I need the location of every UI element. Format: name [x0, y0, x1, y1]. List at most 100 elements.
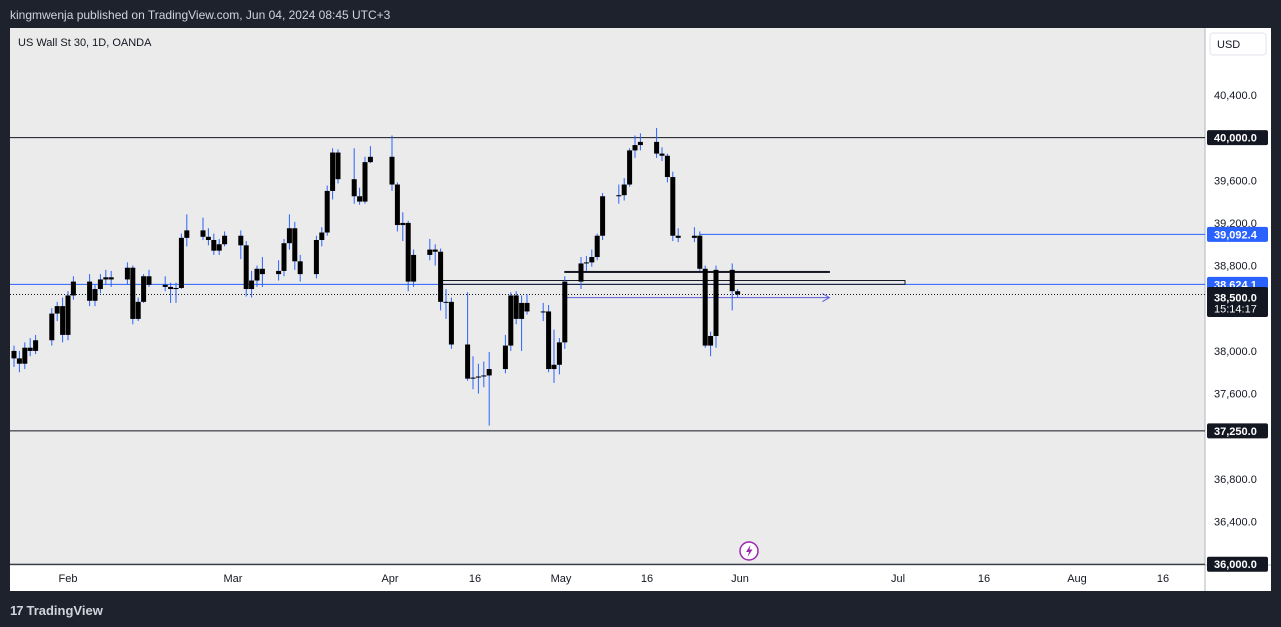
candle[interactable] [141, 274, 147, 303]
candle[interactable] [357, 187, 363, 205]
candle[interactable] [54, 301, 60, 322]
candle[interactable] [173, 282, 179, 303]
event-icon[interactable] [739, 541, 759, 561]
candle[interactable] [702, 265, 708, 348]
candle[interactable] [589, 249, 595, 267]
candle[interactable] [222, 231, 228, 247]
candle[interactable] [594, 233, 600, 261]
candle[interactable] [562, 276, 568, 349]
candle[interactable] [583, 255, 589, 271]
candle[interactable] [124, 262, 130, 285]
candle[interactable] [691, 227, 697, 243]
candle[interactable] [659, 147, 665, 162]
candle[interactable] [33, 334, 39, 355]
candle[interactable] [27, 338, 33, 357]
candle[interactable] [97, 274, 103, 294]
candle[interactable] [670, 171, 676, 242]
candle[interactable] [697, 231, 703, 271]
candle[interactable] [448, 297, 454, 349]
candle[interactable] [713, 265, 719, 348]
candle[interactable] [578, 257, 584, 290]
candle[interactable] [502, 334, 508, 374]
candle[interactable] [319, 227, 325, 247]
candle[interactable] [335, 149, 341, 184]
candle[interactable] [508, 292, 514, 351]
candle[interactable] [405, 220, 411, 292]
candle[interactable] [292, 221, 298, 270]
projection-arrow[interactable] [564, 293, 831, 303]
candle[interactable] [238, 230, 244, 260]
candle[interactable] [254, 265, 260, 287]
candle[interactable] [729, 263, 735, 311]
candle[interactable] [243, 241, 249, 297]
candle[interactable] [632, 135, 638, 158]
candle[interactable] [513, 291, 519, 325]
candle[interactable] [367, 146, 373, 164]
tradingview-logo[interactable]: 17 TradingView [10, 603, 103, 618]
candle[interactable] [70, 276, 76, 300]
candle[interactable] [87, 274, 93, 307]
candle[interactable] [362, 156, 368, 204]
candle[interactable] [108, 270, 114, 287]
candle[interactable] [394, 182, 400, 232]
candle[interactable] [438, 248, 444, 311]
candle[interactable] [400, 212, 406, 242]
candle[interactable] [211, 233, 217, 255]
candle[interactable] [103, 269, 109, 285]
candle[interactable] [281, 238, 287, 277]
candle[interactable] [22, 342, 28, 370]
candle[interactable] [276, 260, 282, 281]
candle[interactable] [524, 294, 530, 315]
candle[interactable] [168, 282, 174, 303]
candle[interactable] [313, 235, 319, 279]
candle[interactable] [432, 244, 438, 266]
candle[interactable] [60, 297, 66, 343]
candle[interactable] [146, 269, 152, 287]
candle[interactable] [297, 254, 303, 282]
candle[interactable] [92, 284, 98, 307]
candle[interactable] [389, 135, 395, 191]
candle[interactable] [519, 295, 525, 351]
candle[interactable] [11, 345, 17, 367]
candle[interactable] [600, 193, 606, 240]
candle[interactable] [130, 265, 136, 325]
candle[interactable] [65, 291, 71, 341]
candle[interactable] [178, 233, 184, 290]
candle[interactable] [551, 329, 557, 383]
candle[interactable] [184, 214, 190, 247]
candle[interactable] [654, 128, 660, 158]
candle[interactable] [443, 289, 449, 319]
candle[interactable] [216, 238, 222, 255]
candle[interactable] [135, 297, 141, 322]
candle[interactable] [16, 350, 22, 373]
candle[interactable] [556, 338, 562, 375]
candle[interactable] [546, 305, 552, 373]
candle[interactable] [675, 228, 681, 243]
candle[interactable] [616, 184, 622, 204]
zone-rectangle-1[interactable] [564, 270, 830, 273]
candle[interactable] [540, 302, 546, 322]
candle[interactable] [735, 289, 741, 298]
candle[interactable] [481, 361, 487, 388]
candle[interactable] [664, 153, 670, 183]
currency-button[interactable]: USD [1209, 32, 1267, 56]
candle[interactable] [627, 148, 633, 187]
candle[interactable] [637, 133, 643, 151]
candle[interactable] [351, 148, 357, 204]
candle[interactable] [475, 363, 481, 394]
candle[interactable] [286, 214, 292, 250]
candle[interactable] [205, 228, 211, 246]
candle[interactable] [411, 249, 417, 287]
candle[interactable] [162, 276, 168, 292]
candle[interactable] [249, 270, 255, 298]
candle[interactable] [200, 217, 206, 240]
candle[interactable] [470, 356, 476, 390]
candle[interactable] [486, 351, 492, 426]
candle[interactable] [621, 178, 627, 201]
time-axis[interactable] [10, 565, 1205, 591]
candle[interactable] [427, 238, 433, 261]
candle[interactable] [259, 257, 265, 287]
candle[interactable] [465, 292, 471, 381]
candle[interactable] [324, 185, 330, 236]
